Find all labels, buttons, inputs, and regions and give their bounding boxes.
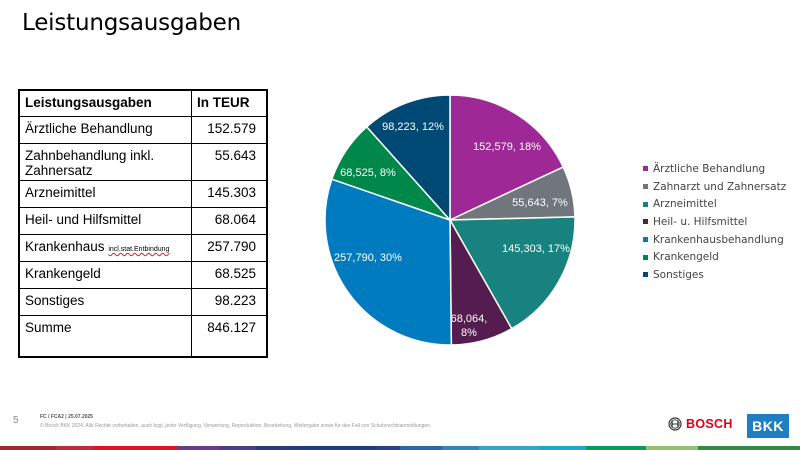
table-cell-label: Krankengeld <box>18 261 192 289</box>
supergraphic-segment <box>376 446 400 450</box>
table-cell-value: 98.223 <box>191 288 268 316</box>
supergraphic-segment <box>539 446 587 450</box>
legend-swatch-icon <box>643 184 648 190</box>
supergraphic-segment <box>218 446 256 450</box>
table-header-value: In TEUR <box>191 89 268 117</box>
legend-swatch-icon <box>643 166 648 172</box>
table-header-category: Leistungsausgaben <box>18 89 192 117</box>
table-row: Sonstiges 98.223 <box>18 288 268 316</box>
table-cell-value: 846.127 <box>191 315 268 358</box>
pie-slice <box>449 166 576 221</box>
pie-data-label: 55,643, 7% <box>512 197 568 209</box>
table-cell-label-text: Krankenhaus <box>25 239 105 254</box>
table-cell-label: Heil- und Hilfsmittel <box>18 207 192 235</box>
table-cell-value: 145.303 <box>191 180 268 208</box>
table-cell-label: Arzneimittel <box>18 180 192 208</box>
legend-item: Arzneimittel <box>643 195 786 213</box>
supergraphic-segment <box>0 446 56 450</box>
pie-slice <box>330 125 453 222</box>
bosch-wordmark: BOSCH <box>686 417 733 431</box>
supergraphic-segment <box>441 446 480 450</box>
table-cell-value: 257.790 <box>191 234 268 262</box>
expenditure-table: Leistungsausgaben In TEUR Ärztliche Beha… <box>18 89 268 358</box>
slide-title: Leistungsausgaben <box>22 10 241 36</box>
supergraphic-segment <box>399 446 442 450</box>
legend-item: Krankenhausbehandlung <box>643 231 786 249</box>
footer-copyright: © Bosch BKK 2024. Alle Rechte vorbehalte… <box>40 423 432 429</box>
table-cell-label: Sonstiges <box>18 288 192 316</box>
page-number: 5 <box>13 415 19 426</box>
pie-data-label: 257,790, 30% <box>334 252 402 264</box>
table-row: Krankenhaus incl.stat.Entbindung 257.790 <box>18 234 268 262</box>
legend-label: Sonstiges <box>653 268 704 281</box>
legend-item: Heil- u. Hilfsmittel <box>643 213 786 231</box>
legend-label: Zahnarzt und Zahnersatz <box>653 180 787 193</box>
chart-legend: Ärztliche Behandlung Zahnarzt und Zahners… <box>643 160 786 284</box>
legend-swatch-icon <box>643 254 648 260</box>
legend-item: Krankengeld <box>643 248 786 266</box>
pie-slice <box>449 94 565 222</box>
supergraphic-segment <box>93 446 177 450</box>
bosch-armature-icon <box>668 417 682 431</box>
table-cell-label: Zahnbehandlung inkl. Zahnersatz <box>18 143 192 181</box>
table-cell-label: Krankenhaus incl.stat.Entbindung <box>18 234 192 262</box>
table-cell-value: 152.579 <box>191 116 268 144</box>
legend-label: Ärztliche Behandlung <box>653 162 766 175</box>
legend-item: Ärztliche Behandlung <box>643 160 786 178</box>
legend-item: Zahnarzt und Zahnersatz <box>643 178 786 196</box>
table-cell-label: Summe <box>18 315 192 358</box>
pie-data-label: 145,303, 17% <box>502 243 570 255</box>
legend-label: Krankenhausbehandlung <box>653 233 784 246</box>
bkk-logo: BKK <box>747 414 789 438</box>
bosch-logo: BOSCH <box>668 417 733 431</box>
table-row-total: Summe 846.127 <box>18 315 268 358</box>
supergraphic-segment <box>697 446 800 450</box>
table-row: Krankengeld 68.525 <box>18 261 268 289</box>
pie-slice <box>324 178 453 346</box>
supergraphic-segment <box>479 446 540 450</box>
legend-label: Krankengeld <box>653 251 719 264</box>
table-cell-note: incl.stat.Entbindung <box>108 246 170 253</box>
table-cell-value: 68.525 <box>191 261 268 289</box>
table-header-row: Leistungsausgaben In TEUR <box>18 89 268 117</box>
legend-swatch-icon <box>643 237 648 243</box>
table-cell-label: Ärztliche Behandlung <box>18 116 192 144</box>
pie-data-label: 98,223, 12% <box>382 121 444 133</box>
table-row: Heil- und Hilfsmittel 68.064 <box>18 207 268 235</box>
table-row: Ärztliche Behandlung 152.579 <box>18 116 268 144</box>
supergraphic-segment <box>646 446 698 450</box>
supergraphic-segment <box>176 446 219 450</box>
supergraphic-segment <box>55 446 94 450</box>
legend-swatch-icon <box>643 201 648 207</box>
pie-slice <box>449 217 513 346</box>
legend-label: Arzneimittel <box>653 198 717 211</box>
legend-swatch-icon <box>643 272 648 278</box>
table-cell-value: 55.643 <box>191 143 268 181</box>
table-cell-value: 68.064 <box>191 207 268 235</box>
legend-label: Heil- u. Hilfsmittel <box>653 215 748 228</box>
supergraphic-segment <box>293 446 377 450</box>
pie-data-label: 152,579, 18% <box>473 141 541 153</box>
pie-data-label: 68,525, 8% <box>340 167 396 179</box>
supergraphic-bar <box>0 446 800 450</box>
pie-slice <box>448 216 576 330</box>
legend-item: Sonstiges <box>643 266 786 284</box>
pie-data-label: 68,064, 8% <box>451 313 488 339</box>
supergraphic-segment <box>255 446 293 450</box>
legend-swatch-icon <box>643 219 648 225</box>
supergraphic-segment <box>586 446 647 450</box>
table-row: Zahnbehandlung inkl. Zahnersatz 55.643 <box>18 143 268 181</box>
table-row: Arzneimittel 145.303 <box>18 180 268 208</box>
footer-meta: FC / FCA2 | 25.07.2025 <box>40 414 94 420</box>
pie-slice <box>365 94 451 222</box>
